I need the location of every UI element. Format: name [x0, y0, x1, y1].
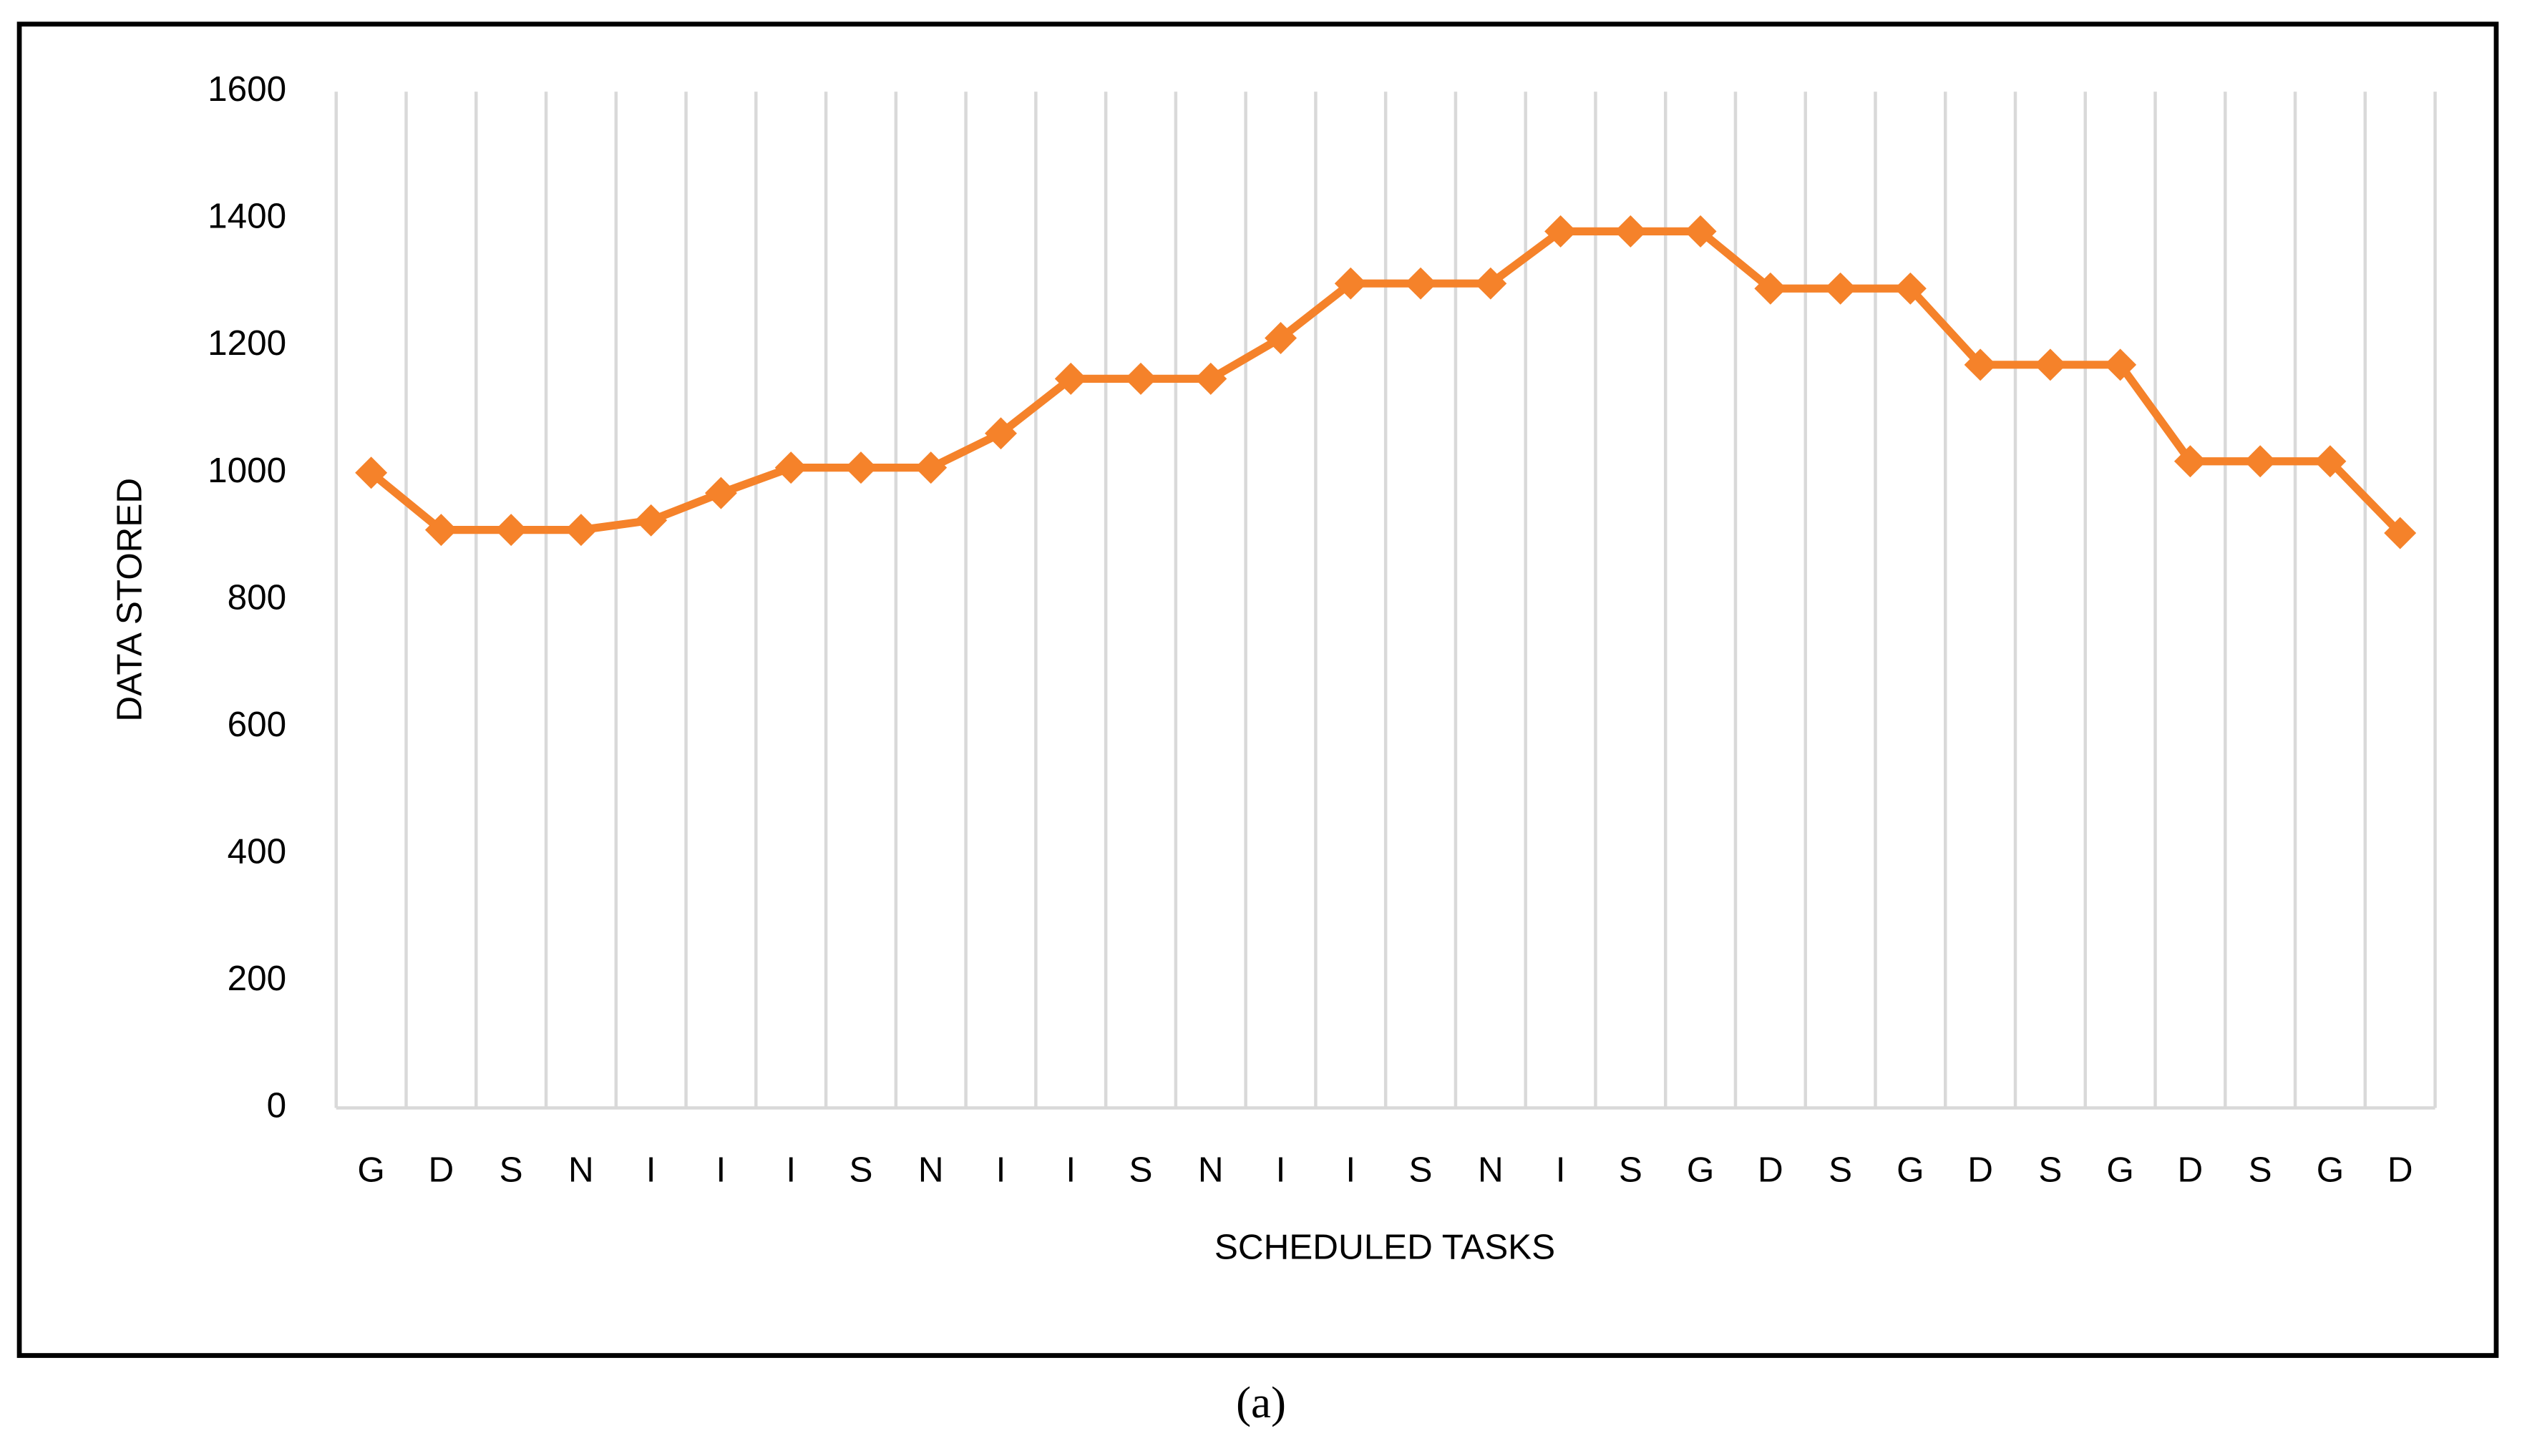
- data-point: [1824, 272, 1857, 305]
- data-point: [844, 451, 877, 484]
- caption: (a): [1236, 1377, 1286, 1427]
- data-point: [915, 451, 948, 484]
- data-point: [1334, 267, 1367, 300]
- data-point: [1894, 272, 1927, 305]
- data-point: [704, 477, 737, 509]
- data-point: [495, 514, 527, 547]
- data-point: [565, 514, 598, 547]
- x-tick-label: I: [1345, 1150, 1355, 1189]
- x-tick-label: D: [1967, 1150, 1993, 1189]
- y-axis-title: DATA STORED: [109, 478, 149, 722]
- y-tick-label: 200: [228, 959, 286, 998]
- x-axis-title: SCHEDULED TASKS: [1214, 1227, 1555, 1266]
- x-tick-label: G: [2317, 1150, 2344, 1189]
- data-point: [2314, 445, 2347, 478]
- x-tick-label: S: [2038, 1150, 2062, 1189]
- x-tick-label: S: [1829, 1150, 1852, 1189]
- data-point: [2034, 348, 2067, 381]
- y-tick-label: 800: [228, 577, 286, 617]
- x-tick-label: G: [357, 1150, 384, 1189]
- data-point: [635, 504, 668, 537]
- x-tick-label: S: [500, 1150, 523, 1189]
- x-tick-label: I: [1556, 1150, 1566, 1189]
- y-tick-label: 1200: [208, 323, 286, 363]
- x-tick-label: D: [2387, 1150, 2413, 1189]
- x-tick-label: I: [1276, 1150, 1286, 1189]
- x-tick-label: G: [1897, 1150, 1924, 1189]
- x-tick-label: S: [1619, 1150, 1642, 1189]
- y-tick-label: 1000: [208, 451, 286, 490]
- data-point: [2104, 348, 2137, 381]
- x-tick-label: S: [1409, 1150, 1433, 1189]
- data-point: [774, 451, 807, 484]
- y-tick-label: 1400: [208, 197, 286, 236]
- data-point: [985, 417, 1017, 450]
- x-tick-label: D: [1758, 1150, 1783, 1189]
- frame: [16, 21, 2499, 1358]
- data-point: [1124, 362, 1157, 395]
- data-point: [355, 456, 388, 489]
- x-tick-label: D: [2178, 1150, 2204, 1189]
- data-point: [1194, 362, 1227, 395]
- data-point: [2244, 445, 2277, 478]
- x-tick-label: G: [2106, 1150, 2133, 1189]
- x-tick-label: N: [1198, 1150, 1224, 1189]
- data-point: [1404, 267, 1437, 300]
- x-tick-label: I: [996, 1150, 1006, 1189]
- x-tick-label: N: [568, 1150, 594, 1189]
- x-tick-label: S: [1129, 1150, 1153, 1189]
- x-tick-label: I: [786, 1150, 796, 1189]
- x-tick-label: S: [849, 1150, 872, 1189]
- y-tick-label: 0: [267, 1086, 286, 1125]
- y-tick-label: 400: [228, 831, 286, 871]
- x-tick-label: N: [1478, 1150, 1504, 1189]
- data-point: [1614, 215, 1647, 248]
- y-tick-label: 1600: [208, 69, 286, 109]
- x-tick-label: N: [918, 1150, 944, 1189]
- x-tick-label: I: [646, 1150, 656, 1189]
- x-tick-label: I: [1066, 1150, 1076, 1189]
- y-tick-label: 600: [228, 705, 286, 744]
- x-tick-label: D: [429, 1150, 454, 1189]
- x-tick-label: G: [1687, 1150, 1714, 1189]
- data-point: [424, 514, 457, 547]
- x-tick-label: S: [2249, 1150, 2272, 1189]
- x-tick-label: I: [716, 1150, 726, 1189]
